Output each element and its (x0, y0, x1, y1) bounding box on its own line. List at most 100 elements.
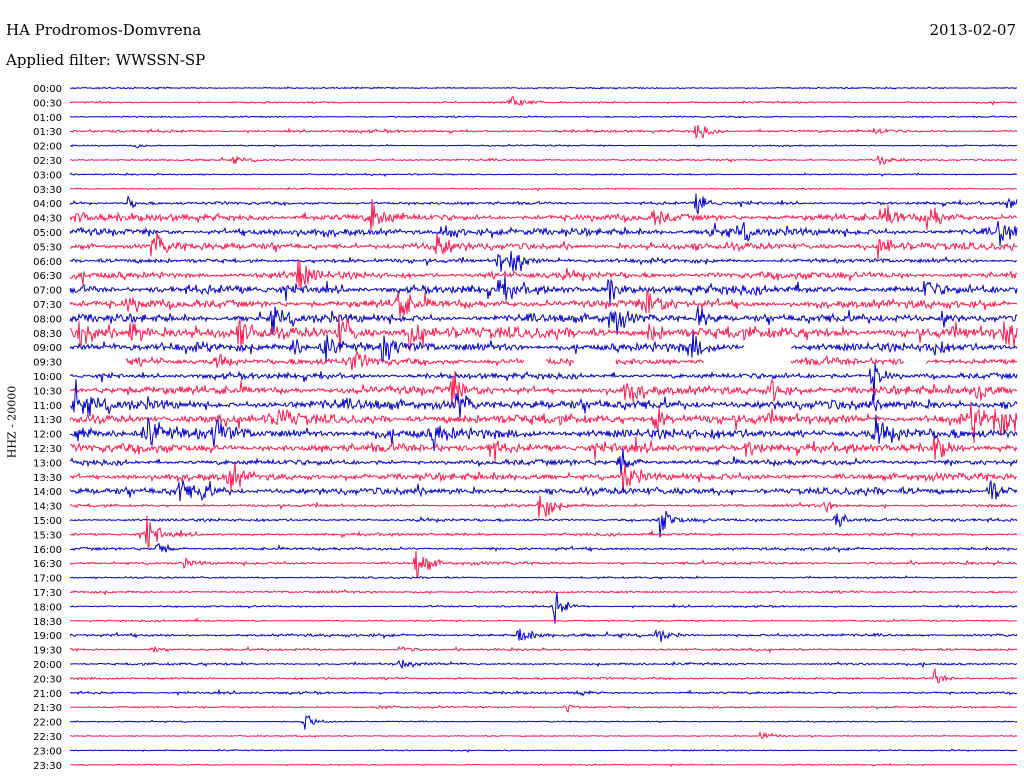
trace-line (69, 462, 1017, 494)
row-time-label: 13:00 (33, 458, 62, 469)
row-time-label: 03:00 (33, 170, 62, 181)
trace-line (69, 332, 1018, 364)
row-time-label: 19:00 (33, 631, 62, 642)
row-time-label: 08:30 (33, 329, 62, 340)
trace-line (70, 659, 1018, 669)
trace-line (69, 730, 1018, 740)
row-time-label: 00:00 (33, 84, 62, 95)
trace-line (69, 591, 1018, 624)
row-time-label: 15:30 (33, 530, 62, 541)
row-time-label: 11:30 (33, 415, 62, 426)
trace-line (69, 288, 1018, 318)
trace-line (69, 306, 1018, 335)
row-time-label: 10:00 (33, 372, 62, 383)
row-time-label: 23:00 (33, 746, 62, 757)
row-time-label: 19:30 (33, 646, 62, 657)
trace-line (69, 114, 1018, 119)
trace-line (125, 350, 1018, 371)
row-time-label: 13:30 (33, 473, 62, 484)
trace-line (69, 617, 1018, 623)
trace-line (69, 543, 1018, 554)
station-title: HA Prodromos-Domvrena (6, 21, 202, 39)
trace-line (69, 575, 1018, 580)
trace-line (69, 363, 1018, 401)
row-time-label: 21:30 (33, 703, 62, 714)
trace-line (70, 186, 1017, 192)
trace-line (69, 259, 1018, 290)
row-time-label: 21:00 (33, 689, 62, 700)
trace-line (70, 436, 1018, 463)
trace-line (69, 510, 1018, 538)
trace-line (69, 155, 1018, 166)
row-time-label: 01:00 (33, 113, 62, 124)
tick-label-group: 00:00 00:30 01:00 01:30 02:00 02:30 03:00 03:30… (33, 84, 62, 772)
row-time-label: 16:00 (33, 545, 62, 556)
row-time-label: 20:00 (33, 660, 62, 671)
row-time-label: 18:00 (33, 602, 62, 613)
row-time-label: 11:00 (33, 401, 62, 412)
row-time-label: 09:00 (33, 343, 62, 354)
row-time-label: 12:30 (33, 444, 62, 455)
trace-line (69, 232, 1018, 261)
row-time-label: 07:00 (33, 286, 62, 297)
row-time-label: 08:00 (33, 314, 62, 325)
trace-line (69, 448, 1018, 475)
trace-line (69, 95, 1018, 107)
row-time-label: 18:30 (33, 617, 62, 628)
trace-line (69, 274, 1018, 306)
row-time-label: 22:30 (33, 732, 62, 743)
trace-line (69, 748, 1018, 753)
trace-line (69, 414, 1018, 451)
row-time-label: 06:00 (33, 257, 62, 268)
trace-line (69, 515, 1018, 548)
row-time-label: 10:30 (33, 386, 62, 397)
row-time-label: 00:30 (33, 98, 62, 109)
row-time-label: 14:30 (33, 502, 62, 513)
filter-label: Applied filter: WWSSN-SP (6, 51, 206, 69)
trace-line (69, 220, 1018, 246)
row-time-label: 07:30 (33, 300, 62, 311)
trace-line (69, 551, 1018, 579)
row-time-label: 04:30 (33, 214, 62, 225)
trace-line (69, 370, 1018, 408)
row-time-label: 05:00 (33, 228, 62, 239)
row-time-label: 23:30 (33, 761, 62, 772)
trace-line (69, 193, 1018, 215)
trace-line (69, 86, 1018, 90)
trace-line (69, 704, 1018, 713)
row-time-label: 02:30 (33, 156, 62, 167)
trace-line (69, 198, 1018, 231)
trace-line (69, 714, 1018, 730)
row-time-label: 03:30 (33, 185, 62, 196)
trace-line (69, 315, 1018, 353)
row-time-label: 14:00 (33, 487, 62, 498)
trace-line (70, 124, 1018, 139)
row-time-label: 12:00 (33, 430, 62, 441)
trace-line (69, 250, 1018, 272)
trace-line (69, 401, 1018, 444)
row-time-label: 22:00 (33, 718, 62, 729)
trace-line (69, 645, 1018, 654)
row-time-label: 01:30 (33, 127, 62, 138)
row-time-label: 15:00 (33, 516, 62, 527)
row-time-label: 09:30 (33, 358, 62, 369)
trace-line (69, 480, 1018, 502)
row-time-label: 17:00 (33, 574, 62, 585)
trace-line (69, 588, 1018, 596)
row-time-label: 06:30 (33, 271, 62, 282)
row-time-label: 17:30 (33, 588, 62, 599)
date-label: 2013-02-07 (929, 21, 1016, 39)
row-time-label: 20:30 (33, 674, 62, 685)
row-time-label: 04:00 (33, 199, 62, 210)
trace-line (69, 667, 1018, 684)
trace-line (69, 762, 1018, 768)
trace-line (69, 628, 1018, 643)
trace-line (69, 688, 1018, 697)
trace-line (69, 495, 1018, 518)
trace-line (69, 379, 1018, 419)
row-time-label: 02:00 (33, 142, 62, 153)
row-time-label: 16:30 (33, 559, 62, 570)
trace-line (69, 143, 1018, 149)
row-time-label: 05:30 (33, 242, 62, 253)
